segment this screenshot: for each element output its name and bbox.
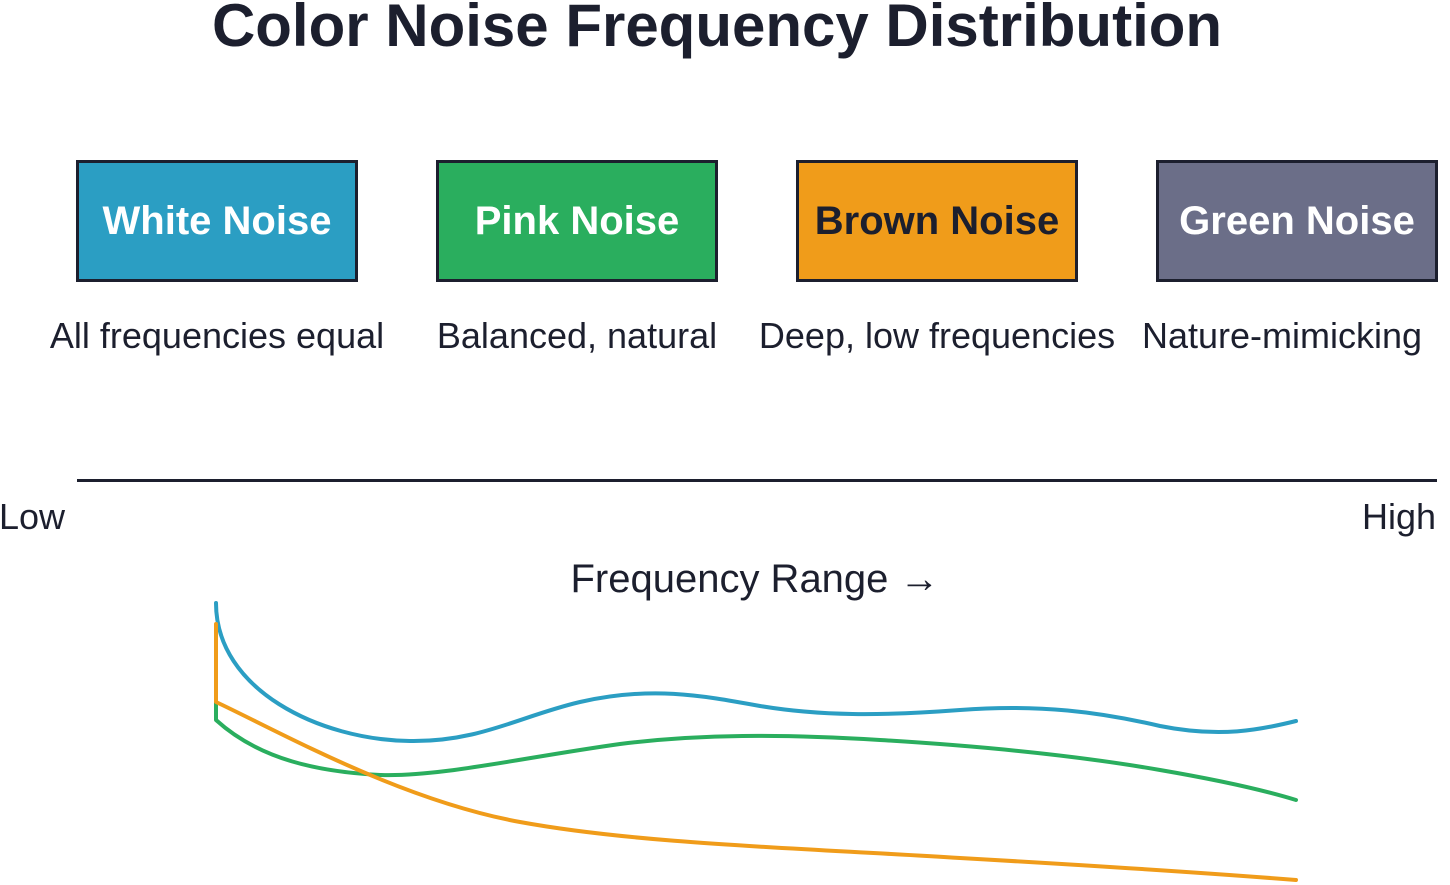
white-noise-label: White Noise (102, 198, 332, 243)
page-title: Color Noise Frequency Distribution (211, 0, 1223, 59)
green-noise-description: Nature-mimicking (1142, 315, 1423, 356)
pink-noise-description: Balanced, natural (436, 315, 718, 356)
pink-noise-label: Pink Noise (474, 198, 680, 243)
white-noise-curve (214, 601, 1298, 744)
frequency-axis-line (77, 479, 1437, 482)
axis-low-label: Low (0, 496, 66, 537)
brown-noise-description: Deep, low frequencies (758, 315, 1116, 356)
green-noise-label: Green Noise (1179, 198, 1415, 243)
pink-noise-curve (214, 701, 1298, 802)
axis-caption: Frequency Range → (570, 557, 940, 601)
brown-noise-label: Brown Noise (814, 198, 1060, 243)
pink-noise-box: Pink Noise (436, 160, 718, 282)
brown-noise-curve (214, 622, 1298, 882)
axis-high-label: High (1361, 496, 1436, 537)
green-noise-box: Green Noise (1156, 160, 1438, 282)
white-noise-box: White Noise (76, 160, 358, 282)
white-noise-description: All frequencies equal (49, 315, 385, 356)
brown-noise-box: Brown Noise (796, 160, 1078, 282)
